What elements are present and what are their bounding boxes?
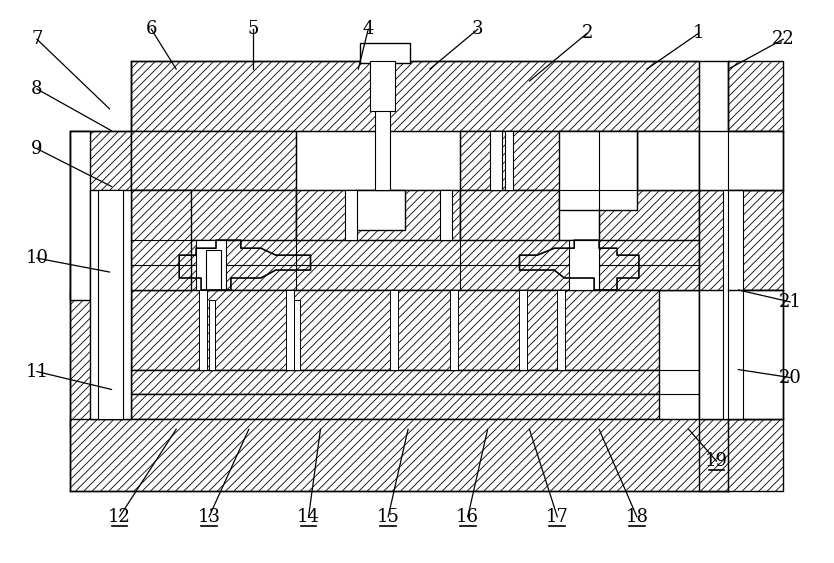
Bar	[89, 190, 132, 419]
Bar	[345, 190, 357, 240]
Bar	[132, 61, 699, 131]
Text: 2: 2	[581, 24, 593, 42]
Text: 11: 11	[25, 363, 48, 381]
Bar	[490, 131, 501, 190]
Text: 12: 12	[108, 508, 131, 526]
Bar	[557, 290, 565, 369]
Text: 1: 1	[693, 24, 705, 42]
Bar	[699, 290, 783, 419]
Bar	[132, 131, 295, 190]
Text: 7: 7	[31, 30, 43, 48]
Text: 15: 15	[377, 508, 399, 526]
Text: 10: 10	[25, 249, 48, 267]
Bar	[450, 290, 458, 369]
Bar	[460, 131, 699, 190]
Bar	[70, 131, 89, 300]
Bar	[370, 61, 395, 111]
Text: 22: 22	[771, 30, 795, 48]
Bar	[390, 290, 398, 369]
Bar	[440, 190, 452, 240]
Bar	[560, 131, 637, 211]
Text: 5: 5	[247, 20, 259, 38]
Bar	[520, 290, 527, 369]
Text: 17: 17	[546, 508, 569, 526]
Bar	[206, 250, 221, 290]
Bar	[132, 369, 659, 395]
Bar	[599, 190, 699, 290]
Bar	[199, 290, 207, 369]
Text: 4: 4	[363, 20, 374, 38]
Bar	[460, 190, 560, 290]
Text: 6: 6	[146, 20, 157, 38]
Bar	[505, 131, 513, 190]
Bar	[286, 290, 294, 369]
Bar	[132, 395, 659, 419]
Bar	[637, 131, 699, 190]
Bar	[196, 240, 226, 290]
Text: 14: 14	[297, 508, 320, 526]
Bar	[70, 290, 132, 429]
Bar	[360, 43, 410, 63]
Bar	[699, 131, 783, 190]
Bar	[570, 240, 599, 290]
Text: 16: 16	[456, 508, 480, 526]
Text: 8: 8	[31, 80, 43, 98]
Bar	[699, 190, 728, 429]
Bar	[728, 190, 783, 290]
Bar	[132, 240, 699, 290]
Bar	[294, 300, 299, 369]
Bar	[132, 290, 659, 369]
Text: 18: 18	[626, 508, 648, 526]
Text: 9: 9	[31, 140, 43, 158]
Bar	[209, 300, 215, 369]
Bar	[70, 131, 132, 300]
Bar	[728, 61, 783, 131]
Text: 20: 20	[779, 369, 801, 387]
Text: 19: 19	[705, 452, 728, 470]
Bar	[98, 190, 123, 419]
Bar	[132, 190, 191, 290]
Text: 13: 13	[198, 508, 220, 526]
Bar	[375, 61, 390, 190]
Bar	[295, 190, 460, 290]
Bar	[699, 419, 783, 491]
Bar	[132, 190, 295, 290]
Bar	[355, 190, 405, 230]
Text: 21: 21	[779, 293, 801, 311]
Bar	[723, 190, 743, 419]
Bar	[70, 419, 731, 491]
Text: 3: 3	[472, 20, 484, 38]
